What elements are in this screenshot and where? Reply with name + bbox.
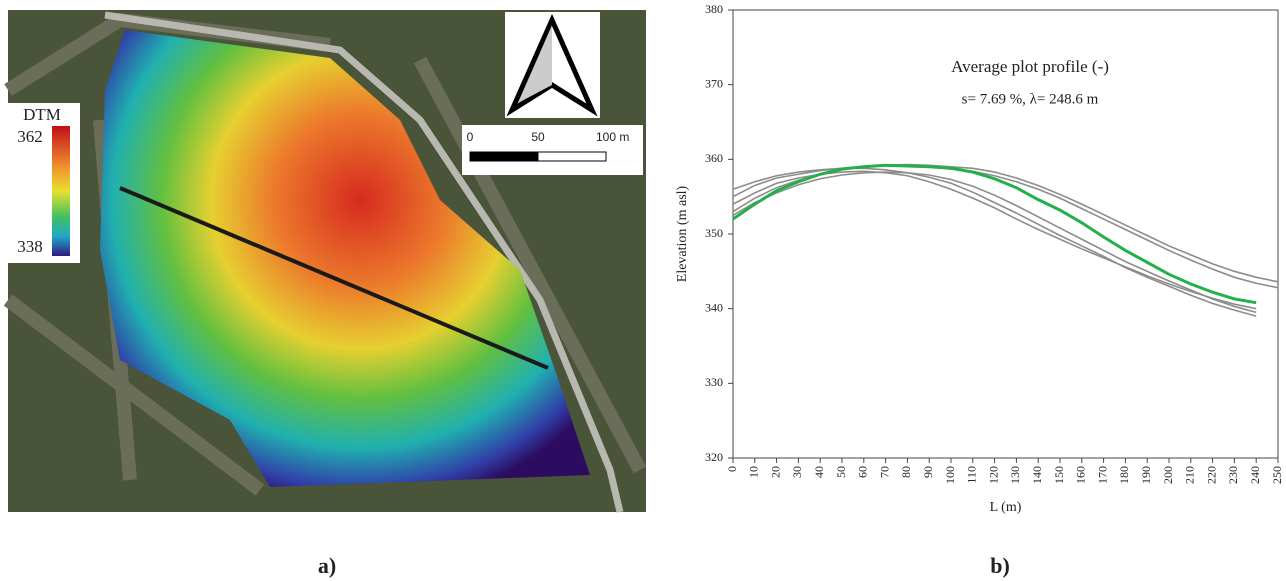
x-tick-label: 230	[1226, 466, 1240, 484]
x-tick-label: 130	[1008, 466, 1022, 484]
x-tick-label: 250	[1270, 466, 1284, 484]
x-tick-label: 40	[812, 466, 826, 478]
x-tick-label: 10	[747, 466, 761, 478]
x-axis-label: L (m)	[990, 500, 1022, 515]
profile-line	[732, 170, 1257, 310]
y-axis-label: Elevation (m asl)	[675, 185, 690, 282]
colorbar-label: 338	[17, 237, 43, 256]
profile-line	[732, 171, 1257, 314]
y-tick-label: 380	[705, 2, 723, 16]
colorbar-title: DTM	[23, 105, 61, 124]
y-tick-label: 340	[705, 300, 723, 314]
x-tick-label: 70	[877, 466, 891, 478]
x-tick-label: 90	[921, 466, 935, 478]
x-tick-label: 240	[1248, 466, 1262, 484]
x-tick-label: 170	[1095, 466, 1109, 484]
x-tick-label: 80	[899, 466, 913, 478]
x-tick-label: 20	[768, 466, 782, 478]
x-tick-label: 220	[1204, 466, 1218, 484]
scale-bar-label: 0	[467, 130, 474, 144]
x-tick-label: 60	[856, 466, 870, 478]
north-arrow-shade	[518, 25, 552, 103]
x-tick-label: 160	[1074, 466, 1088, 484]
scale-bar-segment	[469, 151, 539, 162]
x-tick-label: 140	[1030, 466, 1044, 484]
x-tick-label: 190	[1139, 466, 1153, 484]
y-tick-label: 370	[705, 76, 723, 90]
y-tick-label: 330	[705, 375, 723, 389]
profile-line	[119, 186, 549, 370]
chart-subtitle: s= 7.69 %, λ= 248.6 m	[962, 91, 1099, 107]
scale-bar-segment	[537, 151, 607, 162]
y-tick-label: 360	[705, 151, 723, 165]
dtm-field	[100, 30, 590, 487]
x-tick-label: 100	[943, 466, 957, 484]
road	[104, 11, 624, 513]
panel-label: a)	[318, 553, 336, 578]
x-tick-label: 200	[1161, 466, 1175, 484]
x-tick-label: 180	[1117, 466, 1131, 484]
chart-title: Average plot profile (-)	[951, 57, 1109, 76]
map-panel: DTM	[3, 10, 647, 513]
scale-bar-box	[462, 125, 643, 175]
colorbar	[52, 126, 70, 256]
x-tick-label: 110	[965, 466, 979, 484]
scale-bar-label: 50	[531, 130, 545, 144]
panel-label: b)	[990, 553, 1010, 578]
x-tick-label: 210	[1183, 466, 1197, 484]
x-tick-label: 30	[790, 466, 804, 478]
plot-area	[732, 9, 1279, 459]
x-tick-label: 50	[834, 466, 848, 478]
x-tick-label: 0	[725, 466, 739, 472]
colorbar-label: 362	[17, 127, 43, 146]
x-tick-label: 150	[1052, 466, 1066, 484]
average-profile-line	[732, 163, 1257, 305]
y-tick-label: 350	[705, 226, 723, 240]
scale-bar-label: 100 m	[596, 130, 629, 144]
y-tick-label: 320	[705, 450, 723, 464]
x-tick-label: 120	[986, 466, 1000, 484]
profile-line	[732, 167, 1257, 317]
